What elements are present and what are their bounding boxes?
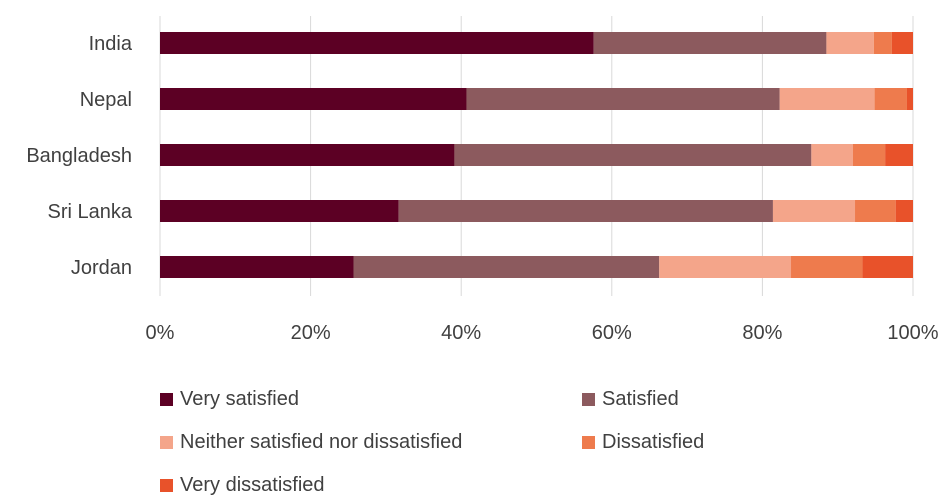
category-label: Bangladesh [26, 145, 132, 167]
legend-item: Very dissatisfied [160, 474, 325, 497]
legend-item: Very satisfied [160, 388, 299, 411]
legend-item: Neither satisfied nor dissatisfied [160, 431, 462, 454]
bar-segment [353, 256, 660, 278]
bar-segment [885, 144, 913, 166]
x-tick-label: 20% [291, 322, 331, 344]
x-tick-label: 100% [887, 322, 938, 344]
x-tick-label: 40% [441, 322, 481, 344]
x-tick-label: 0% [146, 322, 175, 344]
bar-segment [659, 256, 792, 278]
legend-label: Neither satisfied nor dissatisfied [180, 431, 463, 453]
category-label: Sri Lanka [48, 201, 133, 223]
bar-segment [454, 144, 812, 166]
bar-segment [779, 88, 875, 110]
bar-segment [906, 88, 913, 110]
bar-segment [791, 256, 863, 278]
legend-label: Very dissatisfied [180, 474, 325, 496]
legend-swatch [160, 393, 173, 406]
legend-swatch [582, 393, 595, 406]
stacked-bar-chart: India Nepal Bangladesh Sri Lanka Jordan 0% 20… [26, 16, 939, 344]
bar-segment [160, 200, 399, 222]
bar-segment [593, 32, 827, 54]
bar-segment [826, 32, 874, 54]
x-tick-label: 80% [742, 322, 782, 344]
category-labels: India Nepal Bangladesh Sri Lanka Jordan [26, 33, 133, 279]
legend-label: Dissatisfied [602, 431, 705, 453]
bar-segment [811, 144, 853, 166]
bar-segment [873, 32, 892, 54]
bar-segment [772, 200, 856, 222]
bar-segment [891, 32, 913, 54]
bar-segment [874, 88, 907, 110]
legend-item: Dissatisfied [582, 431, 704, 454]
category-label: Nepal [80, 89, 132, 111]
bar-segment [862, 256, 913, 278]
bar-segment [160, 32, 594, 54]
legend-label: Very satisfied [180, 388, 299, 410]
category-label: India [89, 33, 133, 55]
legend-swatch [582, 436, 595, 449]
x-tick-labels: 0% 20% 40% 60% 80% 100% [146, 322, 939, 344]
legend-label: Satisfied [602, 388, 679, 410]
bar-segment [855, 200, 896, 222]
bar-segment [160, 88, 467, 110]
category-label: Jordan [71, 257, 132, 279]
bar-segment [466, 88, 780, 110]
bar-segment [160, 144, 455, 166]
bar-segment [852, 144, 886, 166]
legend-swatch [160, 479, 173, 492]
bar-segment [895, 200, 913, 222]
bar-segment [160, 256, 354, 278]
x-tick-label: 60% [592, 322, 632, 344]
bar-segment [398, 200, 773, 222]
bars [160, 32, 913, 278]
legend-swatch [160, 436, 173, 449]
legend-item: Satisfied [582, 388, 679, 411]
